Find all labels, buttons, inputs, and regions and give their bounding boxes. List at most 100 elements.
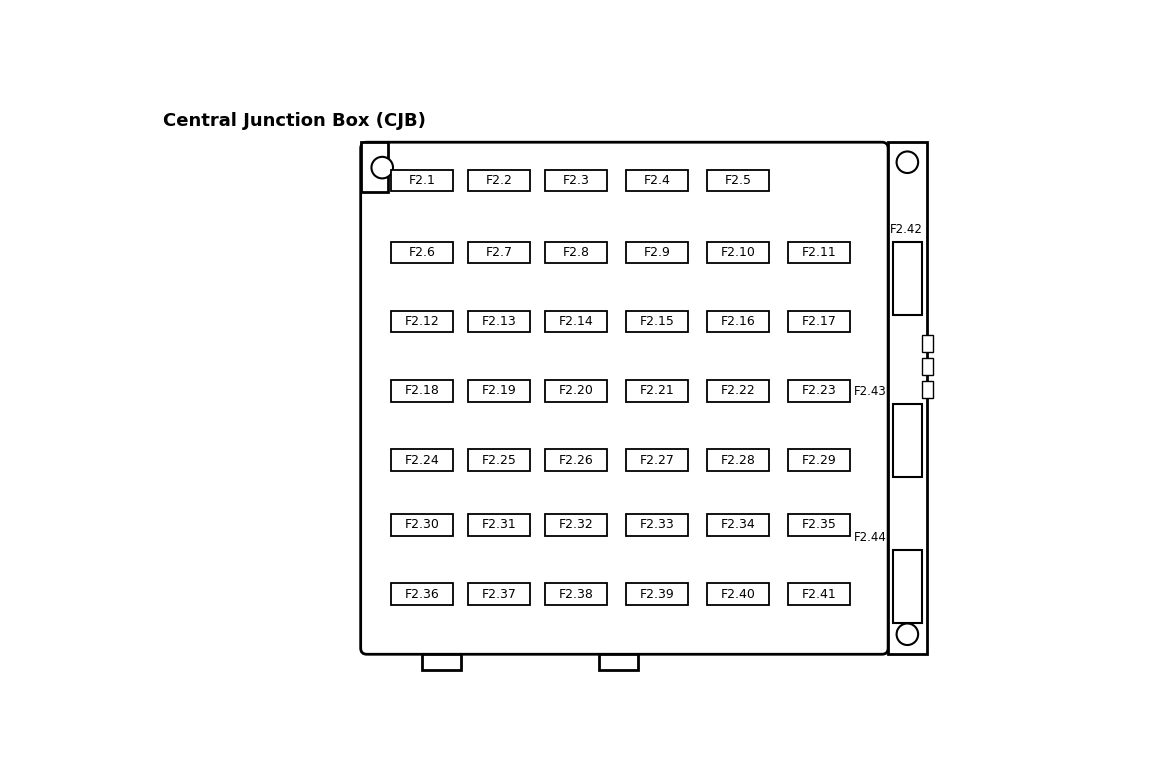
Bar <box>545 311 607 333</box>
Bar <box>468 584 530 605</box>
Text: F2.36: F2.36 <box>405 588 439 601</box>
Text: F2.30: F2.30 <box>405 518 439 531</box>
Text: F2.10: F2.10 <box>721 246 756 259</box>
Bar <box>892 404 922 477</box>
Text: F2.23: F2.23 <box>801 385 836 397</box>
Bar <box>707 311 769 333</box>
Bar <box>468 170 530 191</box>
Text: F2.43: F2.43 <box>854 385 887 398</box>
Text: F2.9: F2.9 <box>644 246 670 259</box>
Bar <box>468 311 530 333</box>
Bar <box>361 142 388 192</box>
Text: F2.12: F2.12 <box>405 315 439 328</box>
Bar <box>888 142 926 654</box>
Text: F2.16: F2.16 <box>721 315 756 328</box>
Bar <box>545 584 607 605</box>
Bar <box>788 242 849 263</box>
Text: F2.17: F2.17 <box>801 315 836 328</box>
Text: F2.32: F2.32 <box>559 518 593 531</box>
Text: F2.27: F2.27 <box>640 454 675 467</box>
Circle shape <box>897 151 918 173</box>
Bar <box>391 170 453 191</box>
Bar <box>707 584 769 605</box>
Bar <box>707 170 769 191</box>
Text: F2.2: F2.2 <box>486 174 513 187</box>
Bar <box>626 380 688 402</box>
Bar <box>626 449 688 471</box>
Bar <box>468 242 530 263</box>
Bar <box>468 449 530 471</box>
Bar <box>922 358 933 375</box>
Bar <box>707 514 769 536</box>
Text: F2.40: F2.40 <box>721 588 756 601</box>
Text: F2.33: F2.33 <box>640 518 674 531</box>
Text: F2.42: F2.42 <box>890 223 923 236</box>
Text: F2.14: F2.14 <box>559 315 593 328</box>
Text: Central Junction Box (CJB): Central Junction Box (CJB) <box>162 112 425 131</box>
Text: F2.39: F2.39 <box>640 588 674 601</box>
Text: F2.26: F2.26 <box>559 454 593 467</box>
Text: F2.5: F2.5 <box>724 174 751 187</box>
Bar <box>626 242 688 263</box>
Bar <box>892 243 922 316</box>
Bar <box>391 584 453 605</box>
Bar <box>626 311 688 333</box>
Bar <box>391 242 453 263</box>
Bar <box>707 449 769 471</box>
Bar <box>788 584 849 605</box>
Text: F2.15: F2.15 <box>640 315 675 328</box>
Bar <box>391 449 453 471</box>
Bar <box>545 449 607 471</box>
Text: F2.7: F2.7 <box>486 246 513 259</box>
Text: F2.25: F2.25 <box>482 454 516 467</box>
Bar <box>626 584 688 605</box>
Text: F2.29: F2.29 <box>801 454 836 467</box>
Bar <box>391 380 453 402</box>
Text: F2.1: F2.1 <box>409 174 436 187</box>
Text: F2.34: F2.34 <box>721 518 756 531</box>
Text: F2.31: F2.31 <box>482 518 516 531</box>
Bar <box>626 170 688 191</box>
Text: F2.19: F2.19 <box>482 385 516 397</box>
Bar <box>391 514 453 536</box>
Text: F2.20: F2.20 <box>558 385 593 397</box>
Bar <box>423 654 460 670</box>
Text: F2.4: F2.4 <box>644 174 670 187</box>
Bar <box>545 380 607 402</box>
Text: F2.6: F2.6 <box>409 246 436 259</box>
Bar <box>788 380 849 402</box>
Bar <box>892 551 922 624</box>
Bar <box>391 311 453 333</box>
Bar <box>788 514 849 536</box>
Text: F2.38: F2.38 <box>558 588 593 601</box>
Text: F2.41: F2.41 <box>801 588 836 601</box>
Text: F2.22: F2.22 <box>721 385 756 397</box>
Circle shape <box>897 624 918 645</box>
Bar <box>599 654 638 670</box>
Bar <box>468 380 530 402</box>
Text: F2.44: F2.44 <box>854 531 887 545</box>
FancyBboxPatch shape <box>361 142 888 654</box>
Text: F2.3: F2.3 <box>563 174 590 187</box>
Bar <box>788 449 849 471</box>
Text: F2.21: F2.21 <box>640 385 674 397</box>
Text: F2.11: F2.11 <box>801 246 836 259</box>
Bar <box>545 170 607 191</box>
Text: F2.8: F2.8 <box>563 246 590 259</box>
Bar <box>545 514 607 536</box>
Text: F2.13: F2.13 <box>482 315 516 328</box>
Bar <box>922 381 933 398</box>
Circle shape <box>371 157 392 178</box>
Bar <box>707 380 769 402</box>
Bar <box>707 242 769 263</box>
Text: F2.37: F2.37 <box>482 588 516 601</box>
Text: F2.28: F2.28 <box>721 454 756 467</box>
Bar <box>922 335 933 352</box>
Bar <box>626 514 688 536</box>
Text: F2.18: F2.18 <box>405 385 439 397</box>
Text: F2.35: F2.35 <box>801 518 836 531</box>
Bar <box>545 242 607 263</box>
Bar <box>788 311 849 333</box>
Bar <box>468 514 530 536</box>
Text: F2.24: F2.24 <box>405 454 439 467</box>
